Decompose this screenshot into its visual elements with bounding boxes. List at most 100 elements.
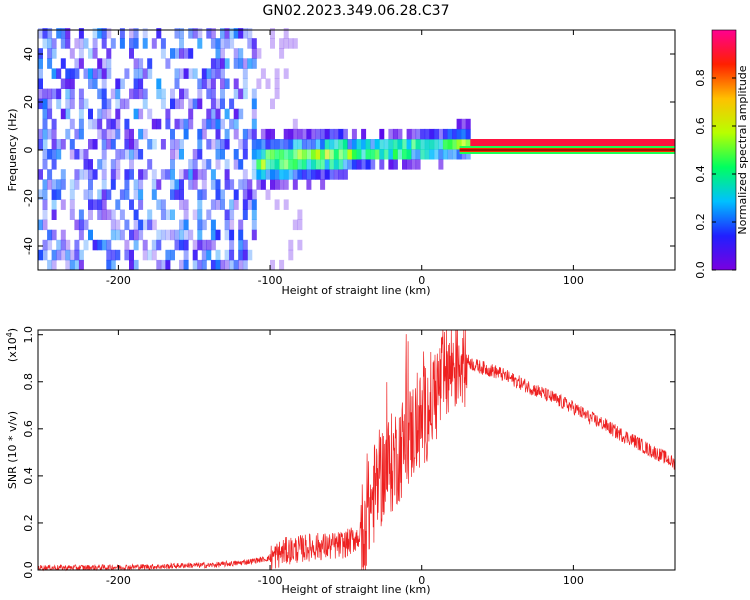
heatmap-cell: [156, 28, 162, 39]
heatmap-cell: [183, 259, 189, 271]
heatmap-cell: [78, 128, 84, 140]
heatmap-cell: [60, 179, 66, 190]
heatmap-cell: [119, 28, 125, 39]
heatmap-cell: [506, 139, 512, 150]
heatmap-cell: [69, 118, 75, 130]
heatmap-cell: [233, 128, 239, 140]
heatmap-cell: [42, 108, 48, 120]
heatmap-cell: [515, 139, 521, 150]
heatmap-cell: [47, 98, 53, 110]
heatmap-cell: [342, 159, 348, 170]
heatmap-cell: [97, 68, 103, 79]
heatmap-cell: [247, 249, 253, 261]
heatmap-cell: [333, 139, 339, 150]
heatmap-cell: [215, 98, 221, 110]
heatmap-cell: [142, 68, 148, 79]
heatmap-cell: [324, 169, 330, 180]
heatmap-cell: [251, 118, 257, 130]
heatmap-cell: [38, 28, 43, 39]
heatmap-cell: [160, 139, 166, 150]
heatmap-cell: [274, 199, 280, 210]
heatmap-cell: [129, 88, 134, 100]
heatmap-cell: [188, 48, 194, 59]
snr-yscale-text: (x10: [6, 337, 19, 362]
heatmap-cell: [283, 159, 289, 170]
heatmap-cell: [47, 38, 53, 49]
heatmap-cell: [183, 249, 189, 261]
heatmap-cell: [342, 139, 348, 150]
heatmap-cell: [242, 88, 248, 100]
heatmap-cell: [192, 149, 198, 160]
heatmap-cell: [201, 118, 207, 130]
heatmap-cell: [233, 28, 239, 39]
snr-ytick-label: 0.0: [22, 561, 35, 579]
heatmap-cell: [251, 229, 257, 241]
heatmap-cell: [238, 48, 244, 59]
heatmap-cell: [115, 249, 121, 261]
heatmap-cell: [201, 189, 207, 200]
heatmap-cell: [229, 209, 235, 220]
heatmap-cell: [265, 149, 271, 160]
heatmap-cell: [97, 28, 103, 39]
heatmap-cell: [188, 98, 194, 110]
heatmap-cell: [110, 209, 116, 220]
heatmap-cell: [201, 128, 207, 140]
heatmap-cell: [297, 159, 303, 170]
heatmap-cell: [183, 118, 189, 130]
heatmap-cell: [97, 189, 103, 200]
heatmap-cell: [133, 108, 139, 120]
heatmap-cell: [74, 128, 80, 140]
heatmap-cell: [110, 128, 116, 140]
heatmap-cell: [88, 189, 93, 200]
heatmap-cell: [47, 58, 53, 69]
heatmap-cell: [51, 159, 57, 170]
heatmap-cell: [411, 149, 417, 160]
heatmap-cell: [220, 78, 225, 89]
heatmap-cell: [270, 28, 275, 39]
heatmap-cell: [315, 128, 321, 140]
heatmap-cell: [83, 38, 89, 49]
heatmap-cell: [179, 219, 184, 231]
heatmap-cell: [224, 229, 230, 241]
heatmap-cell: [60, 139, 66, 150]
heatmap-cell: [110, 259, 116, 271]
heatmap-cell: [392, 149, 398, 160]
heatmap-cell: [170, 149, 175, 160]
heatmap-cell: [311, 128, 316, 140]
heatmap-cell: [147, 68, 153, 79]
heatmap-cell: [133, 78, 139, 89]
heatmap-cell: [224, 28, 230, 39]
heatmap-cell: [74, 179, 80, 190]
spectrogram-xtick-label: 0: [418, 274, 425, 287]
colorbar-tick-label: 0.8: [694, 69, 707, 87]
heatmap-cell: [292, 169, 298, 180]
heatmap-cell: [206, 118, 212, 130]
heatmap-cell: [206, 78, 212, 89]
heatmap-cell: [47, 28, 53, 39]
heatmap-cell: [69, 68, 75, 79]
heatmap-cell: [406, 139, 412, 150]
heatmap-cell: [220, 149, 225, 160]
heatmap-cell: [101, 38, 107, 49]
heatmap-cell: [251, 108, 257, 120]
heatmap-cell: [333, 169, 339, 180]
heatmap-cell: [115, 219, 121, 231]
heatmap-cell: [115, 108, 121, 120]
heatmap-cell: [101, 78, 107, 89]
heatmap-cell: [338, 159, 344, 170]
heatmap-cell: [229, 179, 235, 190]
heatmap-cell: [652, 139, 658, 150]
heatmap-cell: [142, 219, 148, 231]
heatmap-cell: [183, 68, 189, 79]
heatmap-cell: [138, 199, 144, 210]
heatmap-cell: [115, 128, 121, 140]
heatmap-cell: [51, 209, 57, 220]
heatmap-cell: [210, 179, 216, 190]
heatmap-cell: [229, 28, 235, 39]
heatmap-cell: [170, 249, 175, 261]
heatmap-cell: [456, 149, 462, 160]
heatmap-cell: [447, 139, 453, 150]
heatmap-cell: [288, 249, 294, 261]
heatmap-cell: [124, 169, 130, 180]
colorbar: 0.0 0.2 0.4 0.6 0.8 Normalized spectral ampl…: [694, 29, 749, 279]
